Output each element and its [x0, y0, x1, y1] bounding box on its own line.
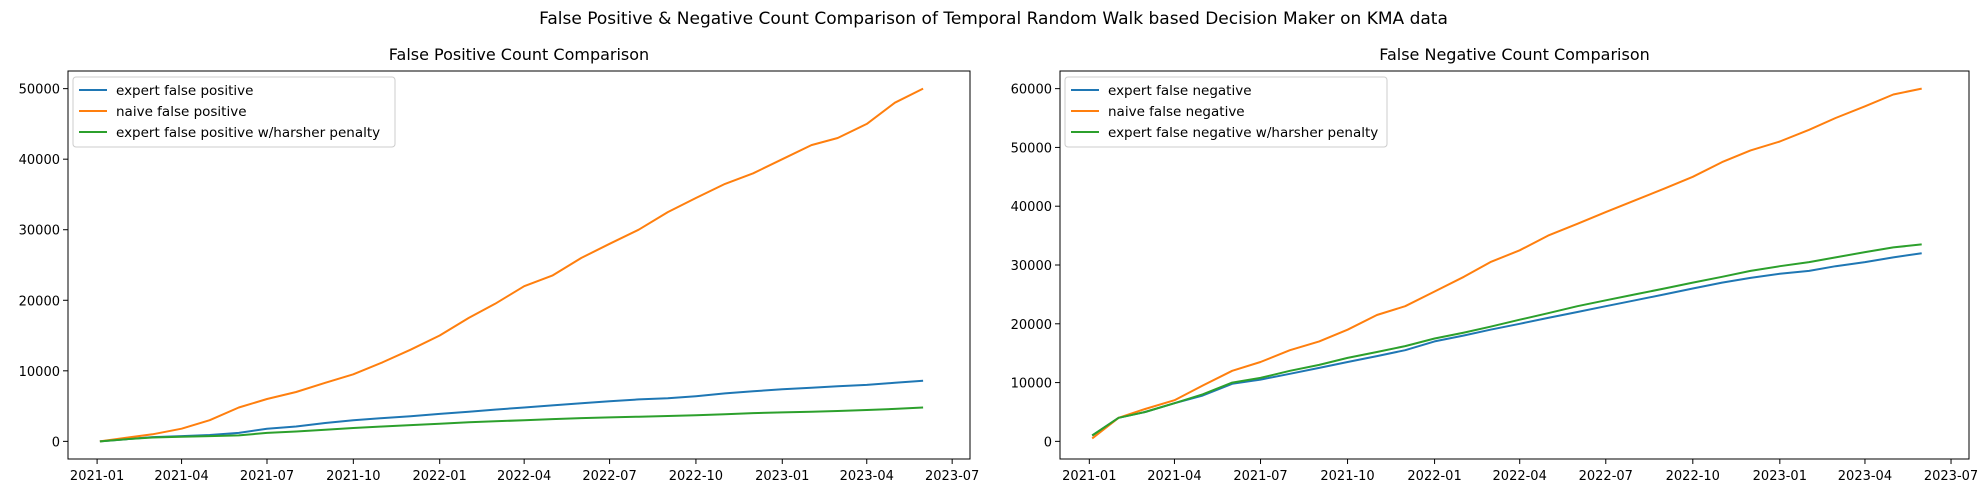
x-tick-label: 2022-07 [582, 469, 636, 484]
x-tick-label: 2021-01 [70, 469, 124, 484]
legend-label: naive false negative [1108, 104, 1245, 120]
x-tick-label: 2023-01 [755, 469, 809, 484]
x-tick-label: 2022-07 [1579, 469, 1633, 484]
x-tick-label: 2022-04 [1493, 469, 1547, 484]
y-tick-label: 30000 [19, 224, 60, 239]
y-tick-label: 60000 [1011, 83, 1052, 98]
x-tick-label: 2022-10 [1666, 469, 1720, 484]
legend-label: expert false negative w/harsher penalty [1108, 125, 1378, 141]
x-tick-label: 2021-01 [1062, 469, 1116, 484]
legend-label: expert false positive w/harsher penalty [116, 125, 380, 141]
x-tick-label: 2023-01 [1753, 469, 1807, 484]
x-tick-label: 2022-10 [669, 469, 723, 484]
legend-box [1064, 76, 1388, 148]
y-tick-label: 10000 [1011, 377, 1052, 392]
chart-title: False Positive Count Comparison [389, 45, 649, 64]
series-line-expert-false-positive-w-harsher-penalty [99, 406, 924, 443]
legend-label: expert false positive [116, 83, 253, 99]
legend-label: expert false negative [1108, 83, 1252, 99]
legend: expert false positive naive false positiv… [72, 76, 396, 148]
x-tick-label: 2021-07 [240, 469, 294, 484]
chart-title: False Negative Count Comparison [1379, 45, 1650, 64]
legend-box [72, 76, 396, 148]
y-tick-label: 20000 [1011, 318, 1052, 333]
y-tick-label: 10000 [19, 365, 60, 380]
x-tick-label: 2021-04 [1147, 469, 1201, 484]
y-tick-label: 50000 [19, 83, 60, 98]
x-tick-label: 2023-07 [1924, 469, 1978, 484]
x-tick-label: 2022-01 [1407, 469, 1461, 484]
y-tick-label: 50000 [1011, 141, 1052, 156]
x-tick-label: 2022-01 [413, 469, 467, 484]
series-line-expert-false-negative-w-harsher-penalty [1091, 243, 1922, 437]
x-tick-label: 2021-07 [1233, 469, 1287, 484]
y-tick-label: 0 [1044, 435, 1052, 450]
figure-suptitle: False Positive & Negative Count Comparis… [539, 9, 1448, 29]
plot-frame [67, 70, 971, 460]
x-tick-label: 2023-04 [1838, 469, 1892, 484]
chart-1: False Positive Count Comparison 2021-01 20… [19, 45, 980, 484]
legend: expert false negative naive false negativ… [1064, 76, 1388, 148]
x-tick-label: 2023-07 [925, 469, 979, 484]
series-line-expert-false-positive [99, 379, 924, 443]
series-line-naive-false-positive [99, 87, 924, 443]
y-tick-label: 30000 [1011, 259, 1052, 274]
y-tick-label: 0 [52, 435, 60, 450]
y-tick-label: 40000 [1011, 200, 1052, 215]
x-tick-label: 2021-10 [326, 469, 380, 484]
series-line-expert-false-negative [1091, 252, 1922, 437]
series-line-naive-false-negative [1091, 87, 1922, 440]
x-tick-label: 2021-10 [1320, 469, 1374, 484]
x-tick-label: 2022-04 [497, 469, 551, 484]
chart-2: False Negative Count Comparison 2021-01 20… [1011, 45, 1979, 484]
y-tick-label: 20000 [19, 294, 60, 309]
y-tick-label: 40000 [19, 153, 60, 168]
x-tick-label: 2021-04 [154, 469, 208, 484]
x-tick-label: 2023-04 [840, 469, 894, 484]
legend-label: naive false positive [116, 104, 247, 120]
